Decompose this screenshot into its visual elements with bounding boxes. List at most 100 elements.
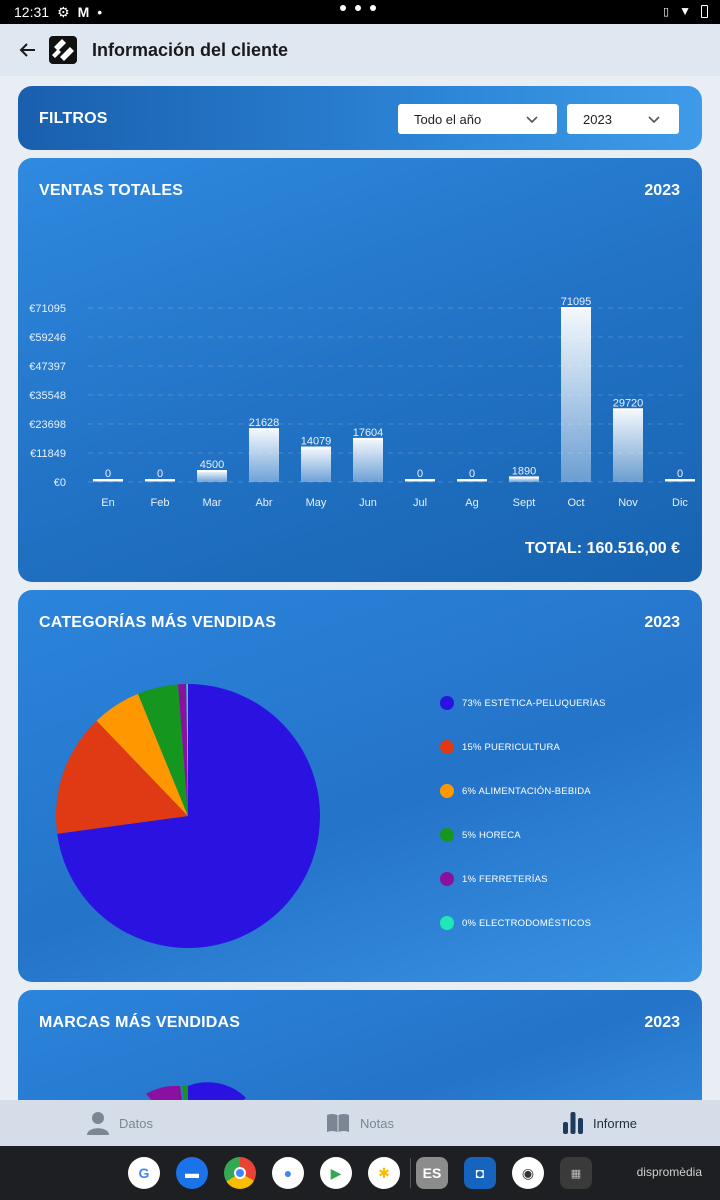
outlook-app-icon[interactable]: ◘ xyxy=(464,1157,496,1189)
legend-dot-icon xyxy=(440,828,454,842)
messages-app-icon[interactable]: ▬ xyxy=(176,1157,208,1189)
tab-datos-label: Datos xyxy=(119,1115,153,1131)
sales-bar-chart: €0 €11849 €23698 €35548 €47397 €59246 €71095 0 E… xyxy=(29,296,695,509)
y-tick-label: €59246 xyxy=(29,332,66,344)
bar-value-label: 29720 xyxy=(613,397,644,409)
brands-title: MARCAS MÁS VENDIDAS xyxy=(39,1014,241,1031)
brands-year: 2023 xyxy=(644,1014,680,1031)
battery-icon xyxy=(701,4,708,18)
categories-card: CATEGORÍAS MÁS VENDIDAS 2023 73% ESTÉTIC… xyxy=(18,590,702,982)
bar xyxy=(561,308,591,482)
gmail-icon: M xyxy=(77,4,90,20)
pie-slice xyxy=(96,693,188,816)
app-logo-icon xyxy=(48,35,78,65)
camera-app-icon[interactable]: ◉ xyxy=(512,1157,544,1189)
tab-notas[interactable]: Notas xyxy=(240,1100,480,1146)
status-time: 12:31 xyxy=(14,4,50,20)
status-bar: 12:31 ⚙ M • ▯ ▼ xyxy=(0,0,720,24)
bar-value-label: 14079 xyxy=(301,436,332,448)
x-tick-label: Abr xyxy=(255,497,272,509)
report-content[interactable]: FILTROS Todo el año 2023 VENTAS TOTALES … xyxy=(0,76,720,1100)
pie-slice xyxy=(186,684,188,816)
device-brand: dispromèdia xyxy=(636,1165,702,1179)
filters-card: FILTROS Todo el año 2023 xyxy=(18,86,702,150)
bar xyxy=(353,438,383,482)
tab-datos[interactable]: Datos xyxy=(0,1100,240,1146)
bar-value-label: 0 xyxy=(677,468,683,480)
y-tick-label: €23698 xyxy=(29,419,66,431)
legend-item: 15% PUERICULTURA xyxy=(440,740,606,754)
y-tick-label: €0 xyxy=(54,477,66,489)
legend-item: 0% ELECTRODOMÉSTICOS xyxy=(440,916,606,930)
legend-dot-icon xyxy=(440,740,454,754)
bar-value-label: 17604 xyxy=(353,427,384,439)
x-tick-label: Feb xyxy=(151,497,170,509)
page-title: Información del cliente xyxy=(92,39,289,60)
sales-total: TOTAL: 160.516,00 € xyxy=(524,540,680,557)
brands-pie-chart-partial xyxy=(146,1082,246,1100)
wifi-icon: ▼ xyxy=(679,4,691,18)
legend-dot-icon xyxy=(440,872,454,886)
bar xyxy=(249,429,279,482)
settings-gear-icon: ⚙ xyxy=(57,3,70,20)
legend-dot-icon xyxy=(440,916,454,930)
bar-value-label: 21628 xyxy=(249,417,280,429)
categories-pie-chart xyxy=(55,684,320,948)
current-app-icon[interactable]: ES xyxy=(416,1157,448,1189)
bar-value-label: 71095 xyxy=(561,296,592,308)
sales-year: 2023 xyxy=(644,182,680,199)
bottom-navigation: Datos Notas Informe xyxy=(0,1100,720,1146)
categories-year: 2023 xyxy=(644,614,680,631)
bar xyxy=(613,409,643,482)
bar xyxy=(509,477,539,482)
back-arrow-icon[interactable] xyxy=(8,30,48,70)
assistant-app-icon[interactable]: ● xyxy=(272,1157,304,1189)
x-tick-label: Nov xyxy=(618,497,638,509)
pie-slice xyxy=(178,684,188,816)
bar-value-label: 0 xyxy=(157,468,163,480)
bar-value-label: 0 xyxy=(105,468,111,480)
x-tick-label: Dic xyxy=(672,497,688,509)
notification-dot-icon: • xyxy=(97,4,103,20)
photos-app-icon[interactable]: ✱ xyxy=(368,1157,400,1189)
y-tick-label: €11849 xyxy=(30,448,66,460)
bar xyxy=(301,447,331,482)
x-tick-label: Oct xyxy=(567,497,584,509)
pie-slice xyxy=(137,684,188,816)
filters-title: FILTROS xyxy=(39,110,108,127)
play-store-app-icon[interactable]: ▶ xyxy=(320,1157,352,1189)
brands-pie-slice xyxy=(188,1082,246,1100)
tab-informe-label: Informe xyxy=(592,1115,638,1131)
year-value: 2023 xyxy=(583,111,612,127)
x-tick-label: En xyxy=(101,497,114,509)
bar-value-label: 1890 xyxy=(512,465,536,477)
legend-label: 1% FERRETERÍAS xyxy=(462,873,548,885)
tab-notas-label: Notas xyxy=(360,1115,394,1131)
google-app-icon[interactable]: G xyxy=(128,1157,160,1189)
person-icon xyxy=(87,1112,110,1135)
chevron-down-icon xyxy=(648,116,660,124)
legend-dot-icon xyxy=(440,784,454,798)
book-icon xyxy=(327,1114,350,1132)
brands-pie-slice xyxy=(146,1085,183,1100)
year-dropdown[interactable]: 2023 xyxy=(567,104,679,134)
pie-slice xyxy=(57,684,320,948)
sales-chart-card: VENTAS TOTALES 2023 €0 €11849 €23698 €35548… xyxy=(18,158,702,582)
x-tick-label: Sept xyxy=(513,497,536,509)
x-tick-label: Jul xyxy=(413,497,427,509)
legend-label: 5% HORECA xyxy=(462,829,521,841)
legend-label: 15% PUERICULTURA xyxy=(462,741,561,753)
tab-informe[interactable]: Informe xyxy=(480,1100,720,1146)
y-tick-label: €35548 xyxy=(29,390,66,402)
chrome-app-icon[interactable] xyxy=(224,1157,256,1189)
period-dropdown[interactable]: Todo el año xyxy=(398,104,557,134)
app-bar: Información del cliente xyxy=(0,24,720,76)
x-tick-label: Mar xyxy=(203,497,222,509)
x-tick-label: May xyxy=(306,497,327,509)
dock-separator xyxy=(410,1158,411,1188)
app-drawer-icon[interactable]: ▦ xyxy=(560,1157,592,1189)
x-tick-label: Ag xyxy=(465,497,478,509)
y-tick-label: €71095 xyxy=(29,303,66,315)
bar-value-label: 0 xyxy=(469,468,475,480)
legend-item: 6% ALIMENTACIÓN-BEBIDA xyxy=(440,784,606,798)
